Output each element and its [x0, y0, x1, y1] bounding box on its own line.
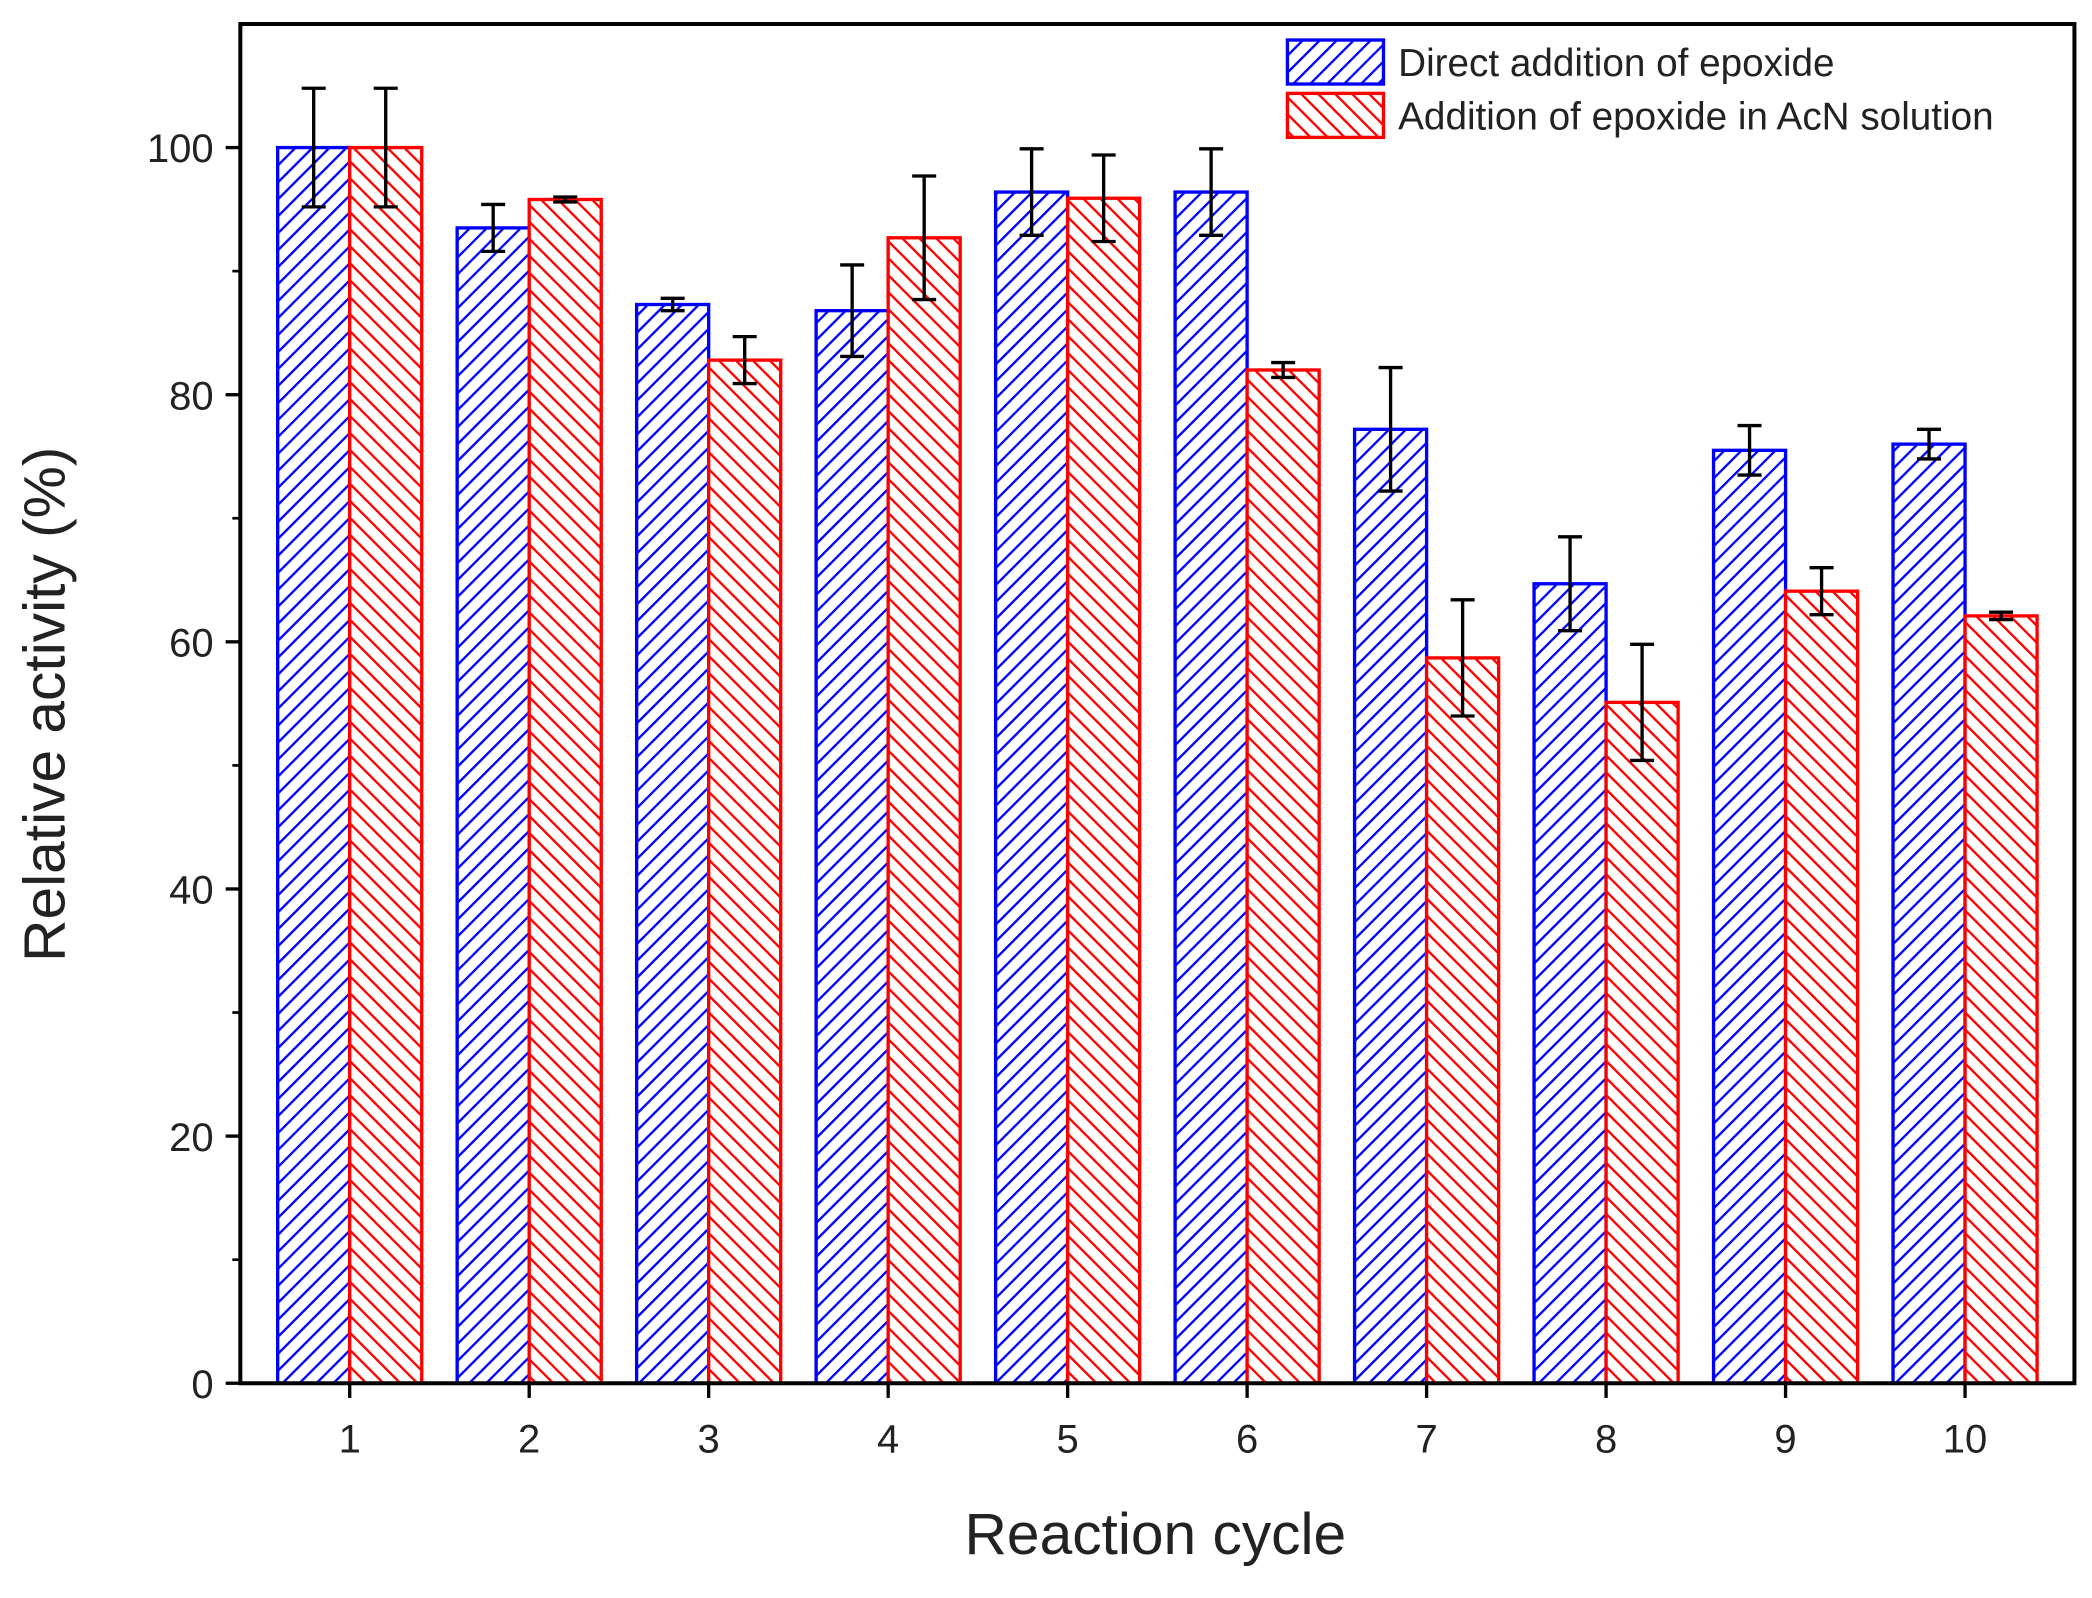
y-tick-label: 100 — [147, 127, 214, 171]
legend-label: Addition of epoxide in AcN solution — [1398, 95, 1994, 138]
y-tick-label: 80 — [169, 374, 214, 418]
bar — [1532, 582, 1608, 1385]
x-tick-label: 4 — [877, 1418, 899, 1462]
x-tick-label: 1 — [339, 1418, 361, 1462]
error-bar — [1091, 153, 1116, 244]
plot-frame — [238, 22, 2077, 1386]
bar — [634, 302, 711, 1385]
x-tick-label: 9 — [1774, 1418, 1796, 1462]
bar — [1711, 448, 1788, 1385]
bar — [455, 226, 531, 1385]
x-tick-label: 10 — [1943, 1418, 1988, 1462]
x-tick-label: 3 — [698, 1418, 720, 1462]
error-bar — [1378, 365, 1403, 493]
error-bar — [1809, 566, 1834, 617]
x-tick-label: 2 — [518, 1418, 540, 1462]
bar — [276, 145, 352, 1385]
error-bar — [1558, 535, 1583, 633]
bar — [527, 197, 603, 1385]
x-tick-label: 8 — [1595, 1418, 1617, 1462]
y-tick-label: 60 — [169, 622, 214, 666]
legend-label: Direct addition of epoxide — [1398, 42, 1834, 85]
error-bar — [1019, 147, 1044, 237]
bar — [1424, 656, 1501, 1385]
error-bar — [481, 202, 506, 254]
y-tick-label: 40 — [169, 869, 214, 913]
bar — [1352, 427, 1429, 1385]
error-bar — [1271, 360, 1296, 380]
legend-swatch — [1285, 38, 1386, 86]
error-bar — [1630, 642, 1655, 763]
error-bar — [1450, 598, 1475, 718]
x-tick-label: 6 — [1236, 1418, 1258, 1462]
error-bar — [840, 263, 865, 359]
bar — [993, 190, 1070, 1385]
error-bar — [301, 86, 326, 209]
error-bar — [660, 296, 685, 313]
error-bar — [912, 174, 937, 302]
x-tick-label: 7 — [1415, 1418, 1437, 1462]
x-tick-label: 5 — [1057, 1418, 1079, 1462]
bar — [1065, 196, 1142, 1385]
bar — [1173, 190, 1249, 1385]
error-bar — [732, 334, 757, 386]
bar — [1604, 700, 1680, 1385]
error-bar — [1199, 147, 1224, 237]
bar — [348, 145, 424, 1385]
y-tick-label: 0 — [191, 1363, 213, 1407]
x-axis-label: Reaction cycle — [965, 1502, 1347, 1567]
y-tick-label: 20 — [169, 1116, 214, 1160]
bar — [1891, 442, 1967, 1385]
bar — [1783, 589, 1860, 1385]
error-bar — [373, 86, 398, 209]
y-axis-label: Relative activity (%) — [12, 447, 77, 962]
error-bar — [1989, 610, 2014, 622]
bar — [1963, 614, 2039, 1385]
error-bar — [1737, 423, 1762, 477]
error-bar — [553, 195, 578, 204]
bar — [886, 236, 962, 1385]
error-bar — [1917, 427, 1942, 461]
legend-swatch — [1285, 91, 1386, 140]
bar — [707, 358, 783, 1385]
bar — [1245, 368, 1321, 1385]
bar — [814, 309, 890, 1385]
